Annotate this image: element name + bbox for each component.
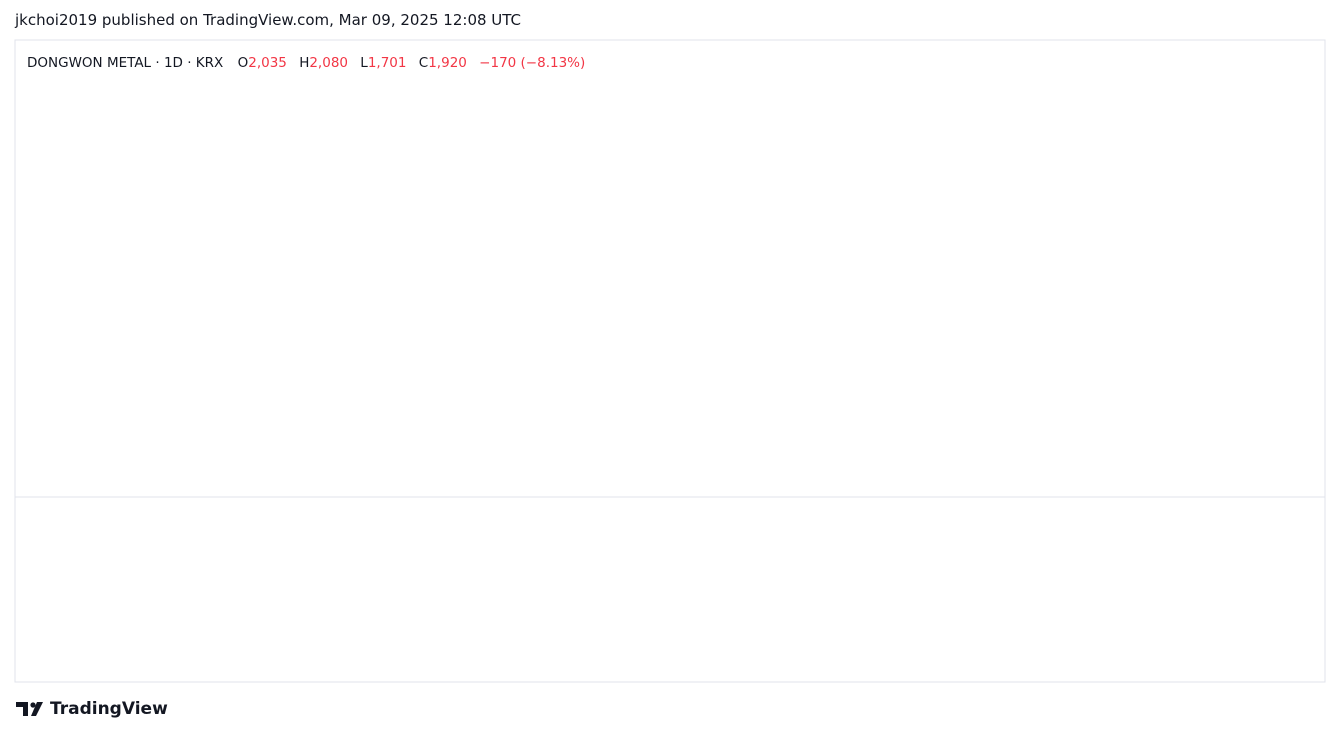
legend: DONGWON METAL · 1D · KRX O2,035 H2,080 L…	[27, 55, 593, 71]
change: −170 (−8.13%)	[479, 55, 586, 71]
ohlc-key: O	[237, 55, 249, 71]
ohlc-value: 2,080	[309, 55, 348, 71]
ohlc-key: H	[299, 55, 310, 71]
logo	[16, 702, 43, 716]
symbol: DONGWON METAL · 1D · KRX	[27, 55, 224, 71]
publish-info: jkchoi2019 published on TradingView.com,…	[15, 11, 522, 29]
ohlc-value: 2,035	[248, 55, 287, 71]
ohlc-value: 1,920	[428, 55, 467, 71]
ohlc-key: C	[418, 55, 429, 71]
frame	[14, 39, 1326, 683]
ohlc-value: 1,701	[367, 55, 407, 71]
brand: TradingView	[50, 699, 168, 719]
ohlc-key: L	[360, 55, 368, 71]
